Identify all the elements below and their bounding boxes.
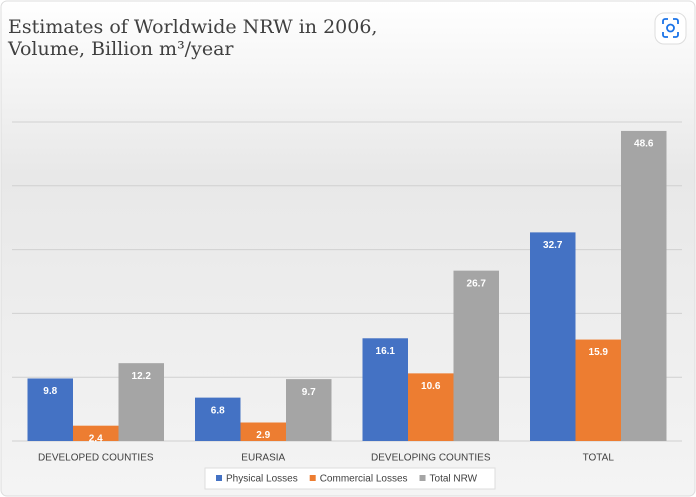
chart-title: Estimates of Worldwide NRW in 2006, bbox=[8, 16, 377, 38]
bar bbox=[27, 378, 73, 441]
legend-label: Physical Losses bbox=[226, 474, 298, 485]
lens-icon[interactable] bbox=[654, 12, 687, 45]
value-label: 6.8 bbox=[211, 405, 225, 416]
value-label: 2.9 bbox=[256, 430, 270, 441]
x-tick-label: EURASIA bbox=[241, 453, 285, 464]
bar bbox=[286, 379, 332, 441]
value-label: 10.6 bbox=[421, 381, 441, 392]
bar bbox=[73, 425, 119, 441]
bar bbox=[575, 339, 621, 441]
bar bbox=[362, 338, 408, 441]
bar bbox=[118, 363, 164, 441]
lens-frame bbox=[662, 18, 679, 38]
value-label: 26.7 bbox=[467, 278, 487, 289]
value-label: 9.8 bbox=[43, 386, 57, 397]
bar bbox=[240, 422, 286, 441]
x-tick-label: DEVELOPED COUNTIES bbox=[38, 453, 154, 464]
value-label: 9.7 bbox=[302, 387, 316, 398]
bar bbox=[621, 130, 667, 441]
value-label: 15.9 bbox=[589, 347, 609, 358]
x-tick-label: DEVELOPING COUNTIES bbox=[371, 453, 491, 464]
value-label: 16.1 bbox=[376, 346, 396, 357]
bar bbox=[195, 397, 241, 441]
legend-box bbox=[204, 467, 496, 490]
legend-label: Commercial Losses bbox=[320, 474, 408, 485]
bar bbox=[408, 373, 454, 441]
lens-dot bbox=[666, 23, 675, 33]
legend-label: Total NRW bbox=[430, 474, 478, 485]
lens-button[interactable] bbox=[654, 12, 687, 45]
legend-swatch bbox=[216, 475, 222, 481]
legend-swatch bbox=[309, 475, 316, 481]
legend-swatch bbox=[419, 475, 426, 481]
bar bbox=[453, 270, 499, 441]
value-label: 2.4 bbox=[89, 433, 103, 444]
bar bbox=[530, 232, 576, 441]
value-label: 48.6 bbox=[634, 139, 654, 150]
value-label: 12.2 bbox=[132, 371, 152, 382]
x-tick-label: TOTAL bbox=[583, 453, 615, 464]
chart-title: Volume, Billion m³/year bbox=[7, 38, 234, 60]
value-label: 32.7 bbox=[543, 240, 563, 251]
